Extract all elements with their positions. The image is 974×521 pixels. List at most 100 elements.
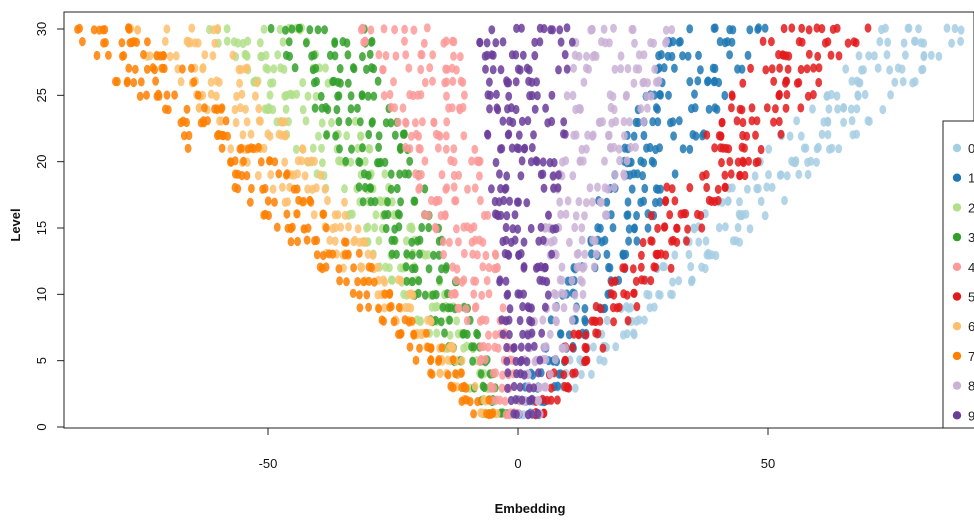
scatter-point [563, 64, 571, 74]
scatter-point [402, 142, 409, 153]
scatter-point [296, 23, 303, 33]
scatter-point [535, 368, 542, 378]
scatter-point [517, 171, 525, 181]
scatter-point [752, 130, 759, 140]
scatter-point [615, 302, 623, 312]
scatter-point [449, 36, 456, 46]
scatter-point [498, 383, 506, 393]
scatter-point [345, 222, 352, 232]
y-tick-label: 5 [34, 357, 49, 364]
scatter-point [312, 91, 320, 101]
scatter-point [561, 50, 569, 60]
scatter-point [248, 183, 255, 194]
scatter-point [813, 157, 820, 167]
scatter-point [617, 64, 625, 74]
scatter-point [427, 356, 434, 366]
scatter-point [482, 250, 490, 261]
scatter-point [283, 209, 291, 219]
scatter-point [329, 249, 337, 259]
scatter-point [355, 182, 363, 192]
scatter-point [688, 104, 695, 114]
scatter-point [76, 23, 83, 33]
scatter-point [450, 51, 457, 61]
scatter-point [666, 210, 674, 220]
scatter-point [509, 224, 517, 234]
scatter-point [386, 263, 393, 273]
scatter-point [656, 90, 664, 100]
scatter-point [807, 156, 815, 166]
scatter-point [675, 116, 683, 126]
legend-label: 5 [968, 290, 974, 305]
scatter-point [326, 50, 334, 61]
scatter-point [669, 277, 676, 287]
scatter-point [471, 144, 479, 154]
scatter-point [558, 288, 566, 298]
legend-marker [952, 351, 962, 361]
scatter-point [810, 63, 817, 73]
scatter-point [234, 38, 242, 48]
scatter-point [415, 143, 423, 154]
scatter-point [293, 209, 301, 219]
scatter-point [105, 50, 112, 60]
scatter-point [694, 209, 701, 219]
scatter-point [519, 50, 527, 60]
scatter-point [828, 89, 835, 100]
scatter-point [617, 51, 625, 61]
scatter-point [748, 116, 756, 126]
scatter-point [163, 90, 171, 100]
scatter-point [623, 210, 631, 220]
scatter-point [140, 50, 147, 60]
scatter-point [505, 91, 513, 101]
scatter-point [456, 105, 464, 115]
scatter-point [344, 78, 352, 88]
scatter-point [630, 78, 638, 88]
scatter-point [646, 142, 654, 153]
scatter-point [803, 64, 811, 74]
scatter-point [622, 91, 630, 101]
scatter-point [227, 144, 235, 154]
scatter-point [568, 37, 576, 47]
scatter-point [539, 157, 547, 167]
scatter-point [255, 142, 262, 152]
scatter-point [542, 354, 550, 365]
scatter-point [633, 302, 641, 312]
scatter-point [499, 37, 507, 47]
scatter-point [747, 63, 754, 73]
scatter-point [785, 51, 793, 61]
scatter-point [491, 196, 499, 207]
scatter-point [504, 130, 512, 140]
scatter-point [640, 116, 648, 127]
scatter-point [421, 156, 429, 166]
scatter-point [366, 49, 374, 60]
scatter-point [603, 249, 611, 259]
scatter-point [332, 131, 339, 141]
scatter-point [891, 77, 899, 87]
scatter-point [266, 90, 274, 100]
scatter-point [421, 77, 429, 88]
scatter-point [408, 237, 416, 247]
scatter-point [485, 330, 492, 340]
scatter-point [347, 104, 355, 114]
scatter-point [375, 131, 383, 141]
scatter-point [510, 343, 518, 353]
scatter-point [390, 77, 397, 87]
scatter-point [172, 51, 180, 61]
scatter-point [798, 23, 806, 33]
scatter-point [654, 104, 661, 114]
scatter-point [510, 409, 518, 419]
scatter-point [637, 262, 645, 272]
scatter-point [511, 235, 519, 245]
scatter-point [243, 117, 251, 127]
scatter-point [668, 184, 676, 194]
scatter-point [724, 37, 731, 47]
scatter-point [335, 264, 343, 274]
scatter-point [288, 24, 296, 34]
scatter-point [695, 50, 702, 61]
scatter-point [717, 131, 725, 141]
scatter-point [621, 263, 629, 273]
scatter-point [348, 144, 355, 154]
scatter-point [686, 144, 694, 154]
scatter-point [536, 275, 544, 285]
scatter-point [462, 395, 470, 405]
scatter-point [407, 131, 415, 141]
